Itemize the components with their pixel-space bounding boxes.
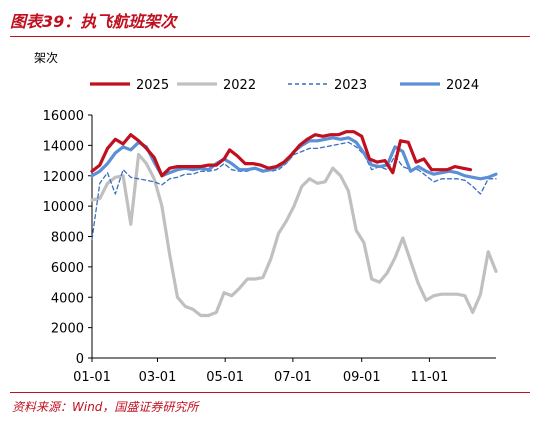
legend: 2025 2022 2023 2024	[90, 78, 479, 93]
y-tick-label: 0	[76, 352, 84, 367]
x-tick-label: 09-01	[343, 370, 381, 385]
source-note: 资料来源：Wind，国盛证券研究所	[12, 400, 199, 414]
legend-label-2022: 2022	[223, 78, 256, 93]
x-tick-label: 03-01	[139, 370, 177, 385]
y-tick-label: 12000	[43, 170, 84, 185]
series-line-2025	[90, 130, 473, 178]
y-tick-label: 10000	[43, 200, 84, 215]
y-tick-label: 8000	[51, 231, 84, 246]
y-tick-label: 2000	[51, 322, 84, 337]
x-tick-label: 01-01	[73, 370, 111, 385]
title-rule	[10, 36, 530, 37]
x-tick-label: 07-01	[274, 370, 312, 385]
y-tick-label: 16000	[43, 109, 84, 124]
series-line-2022	[90, 152, 498, 318]
y-tick-label: 6000	[51, 261, 84, 276]
plot-area	[90, 130, 498, 318]
y-tick-label: 4000	[51, 291, 84, 306]
axes: 0 2000 4000 6000 8000 10000 12000 14000 16000 01-…	[43, 109, 496, 385]
series-line-2023	[91, 141, 497, 241]
source-rule	[10, 392, 530, 393]
figure-title: 图表39：执飞航班架次	[10, 12, 177, 31]
y-tick-label: 14000	[43, 139, 84, 154]
legend-label-2025: 2025	[136, 78, 169, 93]
legend-label-2024: 2024	[446, 78, 479, 93]
y-axis-title: 架次	[34, 51, 58, 65]
x-tick-label: 11-01	[411, 370, 449, 385]
x-tick-label: 05-01	[206, 370, 244, 385]
legend-label-2023: 2023	[334, 78, 367, 93]
